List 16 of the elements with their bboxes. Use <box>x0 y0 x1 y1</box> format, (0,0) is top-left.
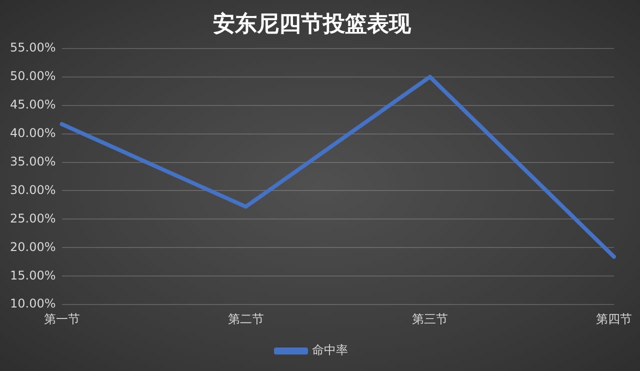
y-tick-label: 35.00% <box>10 154 56 168</box>
y-tick-label: 55.00% <box>10 40 56 55</box>
y-tick-label: 20.00% <box>10 240 56 254</box>
y-tick-label: 50.00% <box>10 68 56 83</box>
x-tick-label: 第三节 <box>412 312 448 326</box>
chart-title: 安东尼四节投篮表现 <box>213 10 412 37</box>
legend-label: 命中率 <box>312 343 348 358</box>
y-tick-label: 45.00% <box>10 97 56 112</box>
x-tick-label: 第二节 <box>228 312 264 326</box>
y-tick-label: 40.00% <box>10 126 56 140</box>
y-tick-label: 25.00% <box>10 211 56 226</box>
y-tick-label: 30.00% <box>10 182 56 197</box>
y-tick-label: 15.00% <box>10 268 56 282</box>
x-tick-label: 第四节 <box>596 312 632 326</box>
y-tick-label: 10.00% <box>10 296 56 311</box>
x-tick-label: 第一节 <box>44 312 80 326</box>
